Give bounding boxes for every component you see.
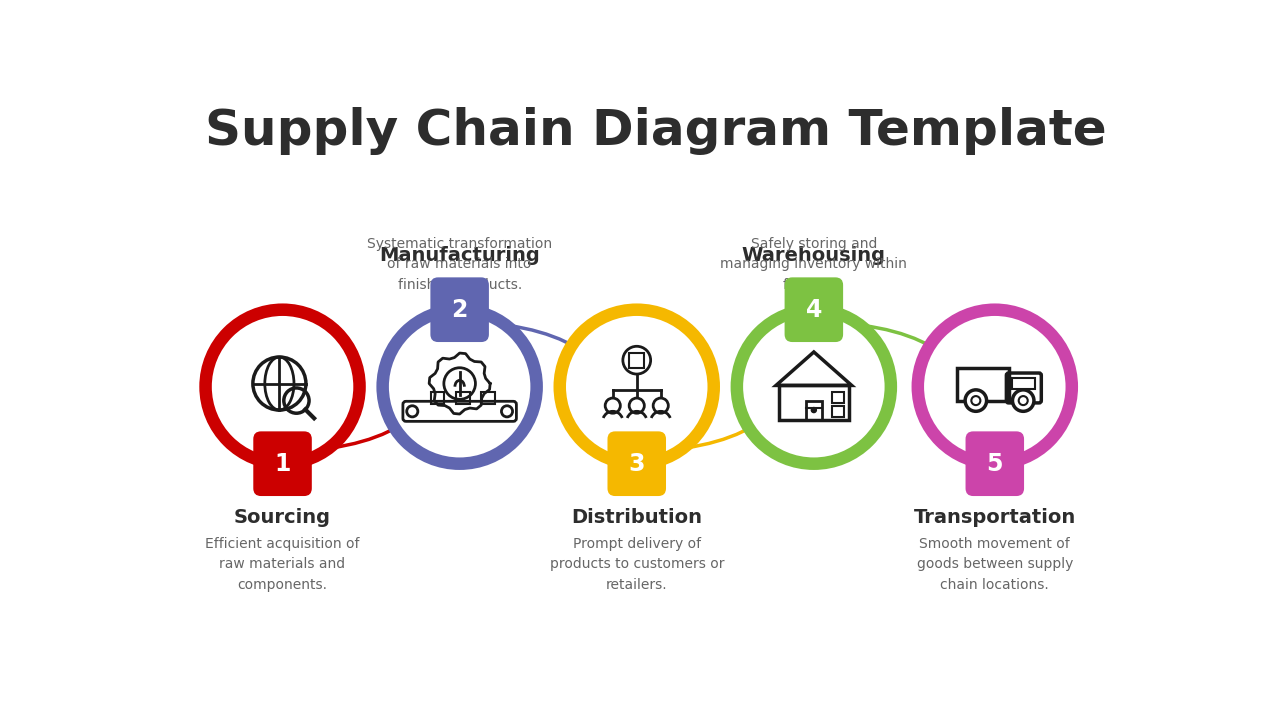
Circle shape: [922, 313, 1069, 460]
Text: Distribution: Distribution: [571, 508, 703, 527]
Circle shape: [965, 390, 987, 411]
Text: Transportation: Transportation: [914, 508, 1076, 527]
Circle shape: [972, 396, 980, 405]
Text: Smooth movement of
goods between supply
chain locations.: Smooth movement of goods between supply …: [916, 537, 1073, 592]
Text: 4: 4: [805, 297, 822, 322]
FancyBboxPatch shape: [608, 431, 666, 496]
Text: Warehousing: Warehousing: [742, 246, 886, 265]
Text: 1: 1: [274, 451, 291, 476]
Text: Safely storing and
managing inventory within
facilities.: Safely storing and managing inventory wi…: [721, 237, 908, 292]
FancyBboxPatch shape: [253, 431, 312, 496]
FancyBboxPatch shape: [430, 277, 489, 342]
Text: 5: 5: [987, 451, 1004, 476]
Circle shape: [812, 408, 817, 413]
Text: Manufacturing: Manufacturing: [379, 246, 540, 265]
Text: 3: 3: [628, 451, 645, 476]
Circle shape: [387, 313, 534, 460]
FancyBboxPatch shape: [965, 431, 1024, 496]
Circle shape: [1012, 390, 1034, 411]
FancyBboxPatch shape: [785, 277, 844, 342]
Text: Prompt delivery of
products to customers or
retailers.: Prompt delivery of products to customers…: [549, 537, 724, 592]
Text: Supply Chain Diagram Template: Supply Chain Diagram Template: [205, 107, 1107, 155]
Text: Efficient acquisition of
raw materials and
components.: Efficient acquisition of raw materials a…: [205, 537, 360, 592]
Circle shape: [740, 313, 887, 460]
Circle shape: [209, 313, 356, 460]
Circle shape: [1019, 396, 1028, 405]
Text: Systematic transformation
of raw materials into
finished products.: Systematic transformation of raw materia…: [367, 237, 552, 292]
Text: 2: 2: [452, 297, 467, 322]
Circle shape: [563, 313, 710, 460]
Text: Sourcing: Sourcing: [234, 508, 332, 527]
